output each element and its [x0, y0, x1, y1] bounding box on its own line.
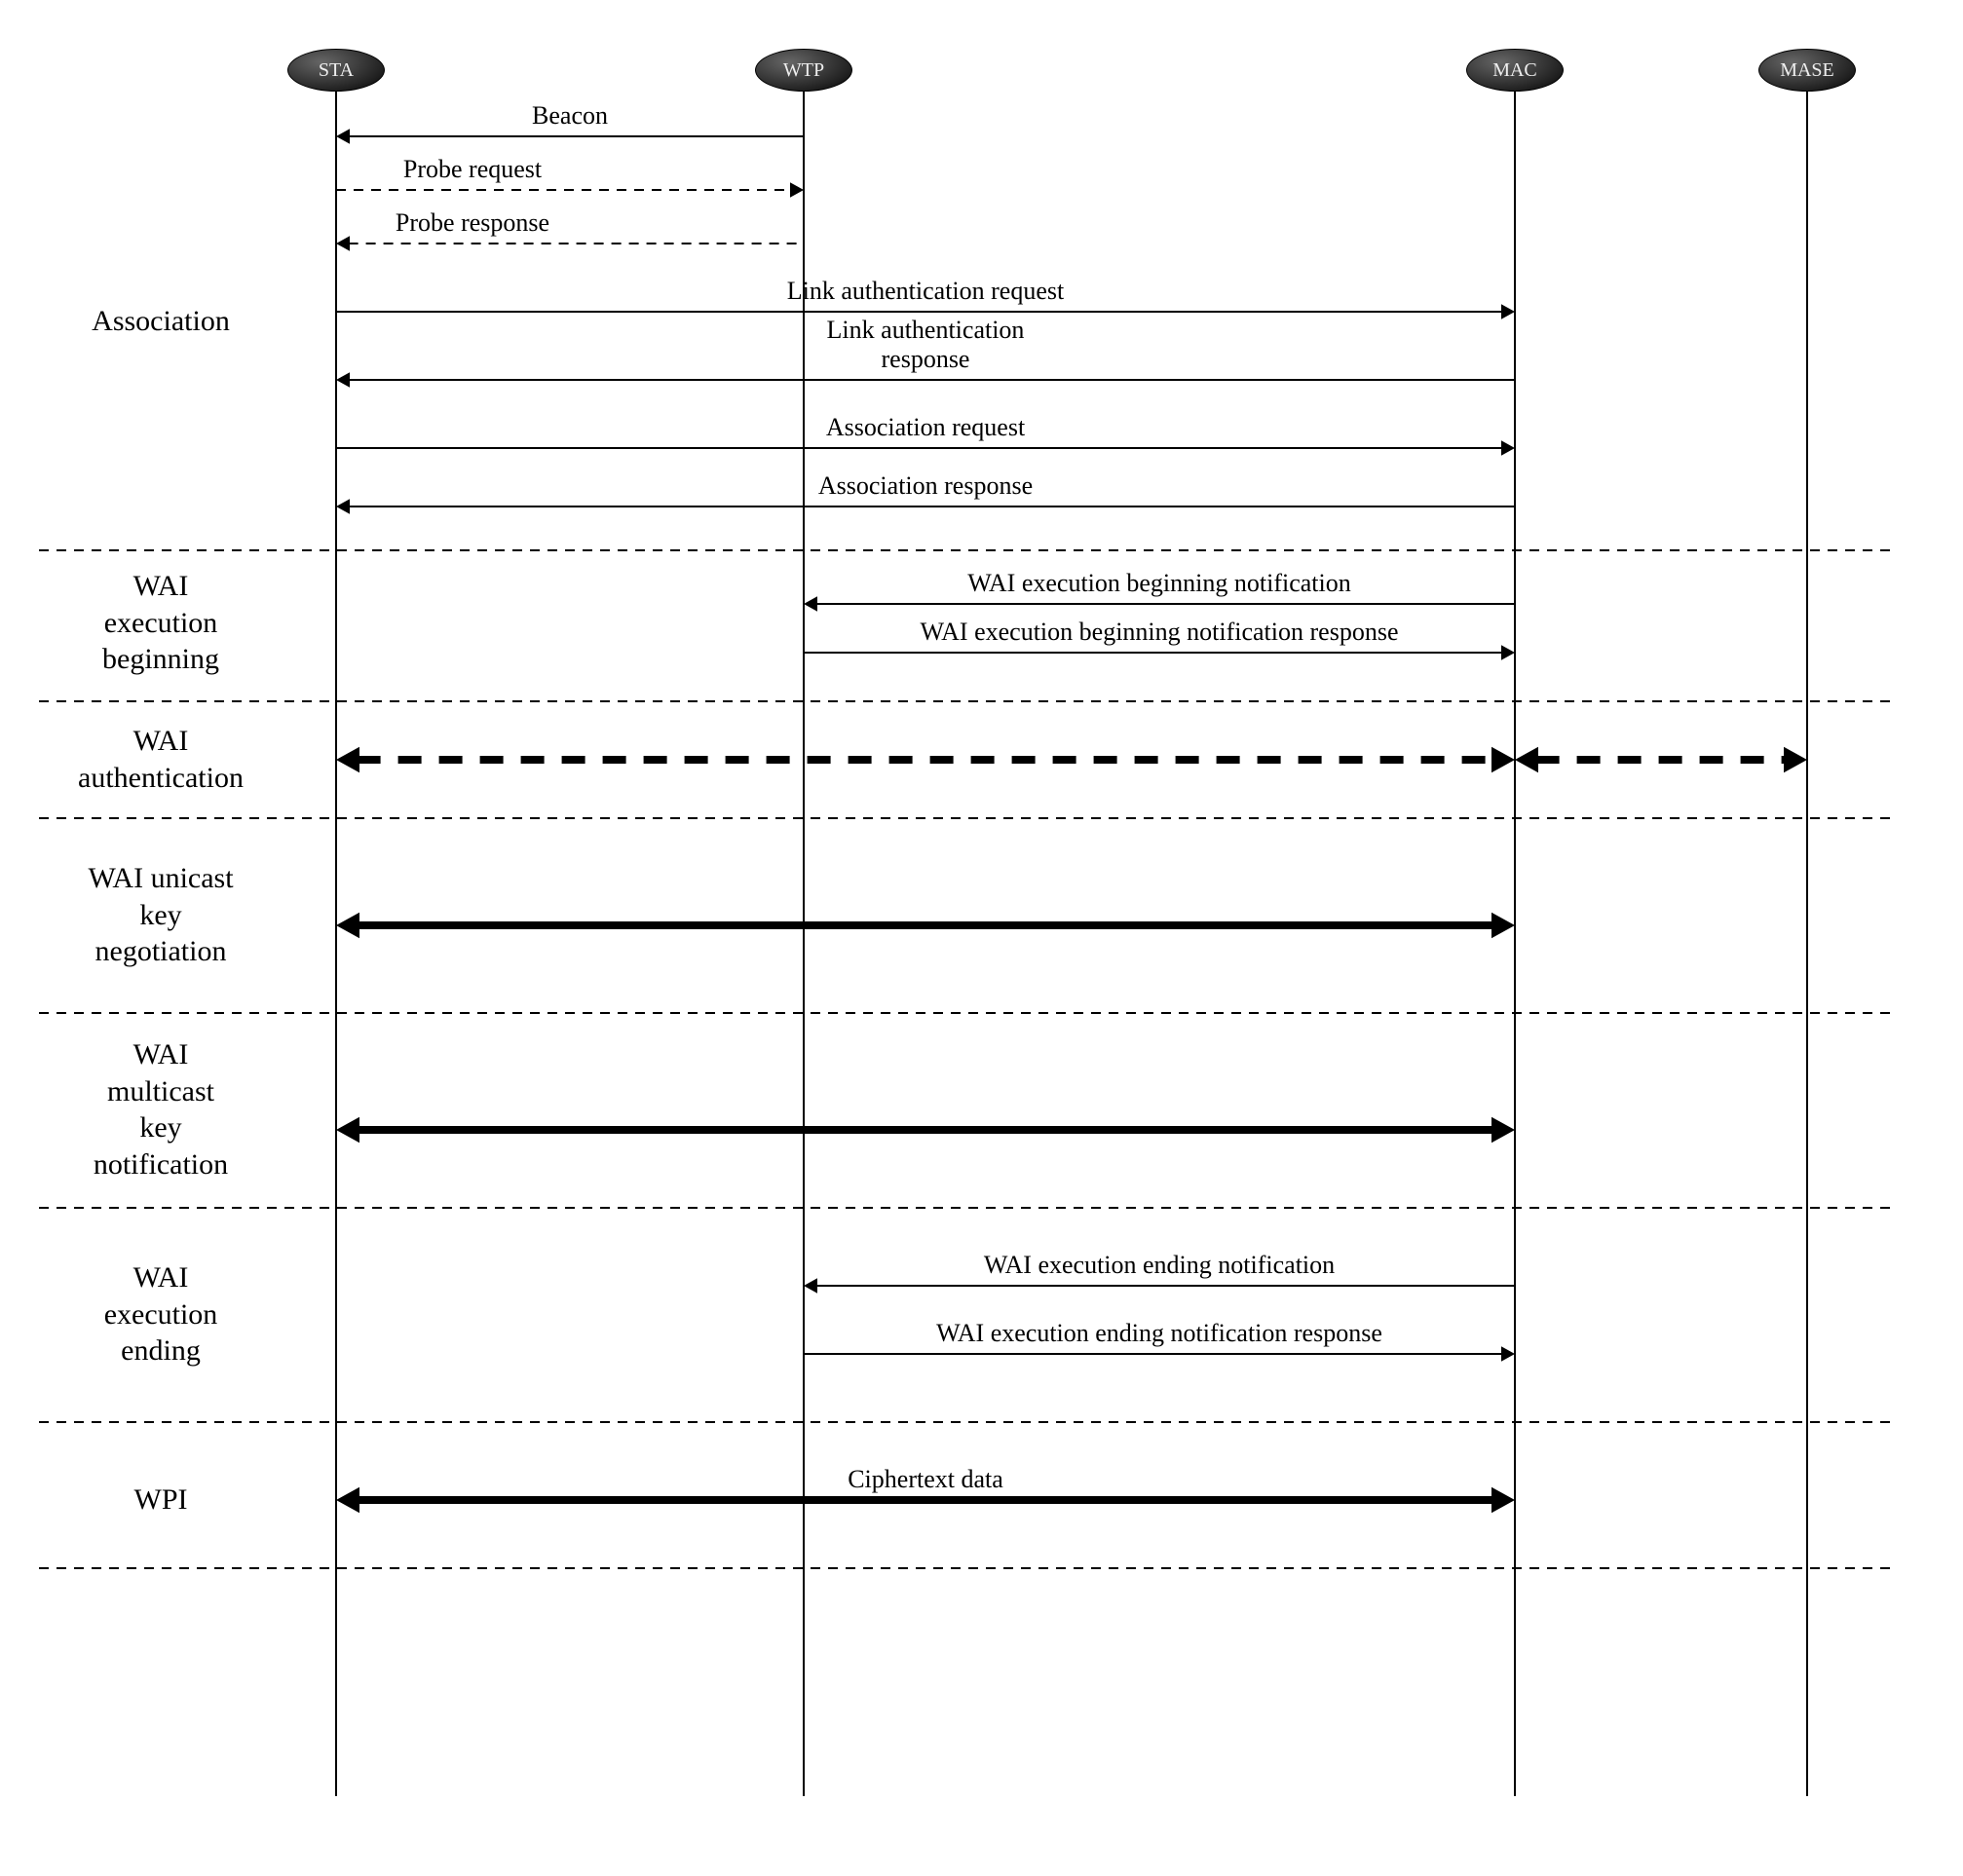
section-label-3: WAI unicastkeynegotiation	[39, 860, 283, 970]
section-label-1: WAIexecutionbeginning	[39, 568, 283, 678]
actor-sta: STA	[287, 49, 385, 92]
lifeline-mac	[1514, 92, 1516, 1796]
msg-label-1: Probe request	[180, 155, 765, 184]
actor-wtp: WTP	[755, 49, 852, 92]
sequence-diagram: STA WTP MAC MASE Association WAIexecutionbegi…	[39, 39, 1890, 1812]
msg-label-8: WAI execution beginning notification res…	[867, 618, 1452, 647]
msg-label-2: Probe response	[180, 208, 765, 238]
section-label-4: WAImulticastkeynotification	[39, 1036, 283, 1182]
lifeline-sta	[335, 92, 337, 1796]
msg-label-15: Ciphertext data	[633, 1465, 1218, 1494]
msg-label-14: WAI execution ending notification respon…	[867, 1319, 1452, 1348]
actor-mac: MAC	[1466, 49, 1564, 92]
section-label-0: Association	[39, 303, 283, 340]
msg-label-13: WAI execution ending notification	[867, 1251, 1452, 1280]
section-label-5: WAIexecutionending	[39, 1259, 283, 1369]
section-label-6: WPI	[39, 1482, 283, 1519]
actor-mase: MASE	[1758, 49, 1856, 92]
msg-label-5: Association request	[633, 413, 1218, 442]
msg-label-6: Association response	[633, 471, 1218, 501]
section-label-2: WAIauthentication	[39, 723, 283, 796]
msg-label-3: Link authentication request	[633, 277, 1218, 306]
msg-label-4: Link authenticationresponse	[633, 316, 1218, 374]
lifeline-mase	[1806, 92, 1808, 1796]
msg-label-0: Beacon	[278, 101, 862, 131]
msg-label-7: WAI execution beginning notification	[867, 569, 1452, 598]
